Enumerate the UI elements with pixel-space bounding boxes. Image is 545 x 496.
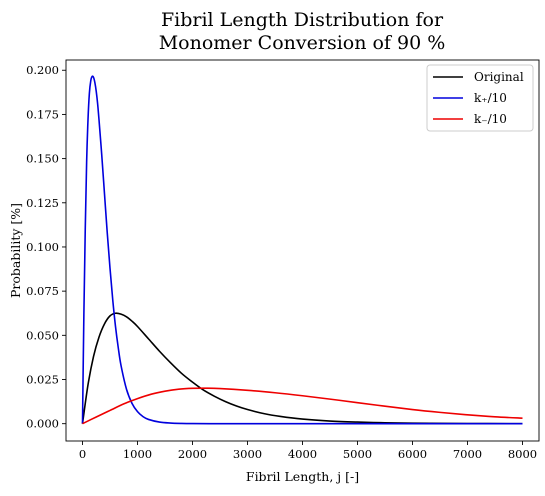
x-tick-label: 8000 [508, 447, 537, 461]
y-tick-label: 0.175 [26, 107, 59, 121]
x-tick-label: 2000 [178, 447, 207, 461]
x-tick-label: 3000 [233, 447, 262, 461]
x-tick-label: 5000 [343, 447, 372, 461]
legend-label-kminus: k₋/10 [474, 112, 507, 126]
series-line-kplus [81, 75, 523, 425]
chart-title-line-1: Fibril Length Distribution for [161, 9, 444, 31]
x-tick-label: 1000 [123, 447, 152, 461]
chart-title-line-2: Monomer Conversion of 90 % [159, 32, 446, 54]
series-layer [81, 75, 523, 425]
plot-frame [65, 59, 540, 442]
y-axis-label: Probability [%] [8, 203, 23, 298]
y-tick-label: 0.025 [26, 373, 59, 387]
x-tick-label: 7000 [453, 447, 482, 461]
x-axis-label: Fibril Length, j [-] [246, 469, 359, 484]
x-tick-label: 4000 [288, 447, 317, 461]
x-tick-label: 0 [79, 447, 86, 461]
y-tick-label: 0.050 [26, 328, 59, 342]
series-line-original [81, 312, 523, 425]
y-tick-label: 0.125 [26, 196, 59, 210]
x-tick-label: 6000 [398, 447, 427, 461]
y-tick-label: 0.075 [26, 284, 59, 298]
legend-label-kplus: k₊/10 [474, 91, 507, 105]
legend-box [426, 64, 534, 132]
tick-layer: 0 1000 2000 3000 4000 5000 6000 7000 8000 0.000 0.… [26, 63, 537, 461]
legend-label-original: Original [474, 70, 524, 84]
y-tick-label: 0.200 [26, 63, 59, 77]
legend: Original k₊/10 k₋/10 [426, 64, 534, 132]
y-tick-label: 0.100 [26, 240, 59, 254]
series-line-kminus [82, 387, 523, 425]
y-tick-label: 0.150 [26, 152, 59, 166]
y-tick-label: 0.000 [26, 417, 59, 431]
